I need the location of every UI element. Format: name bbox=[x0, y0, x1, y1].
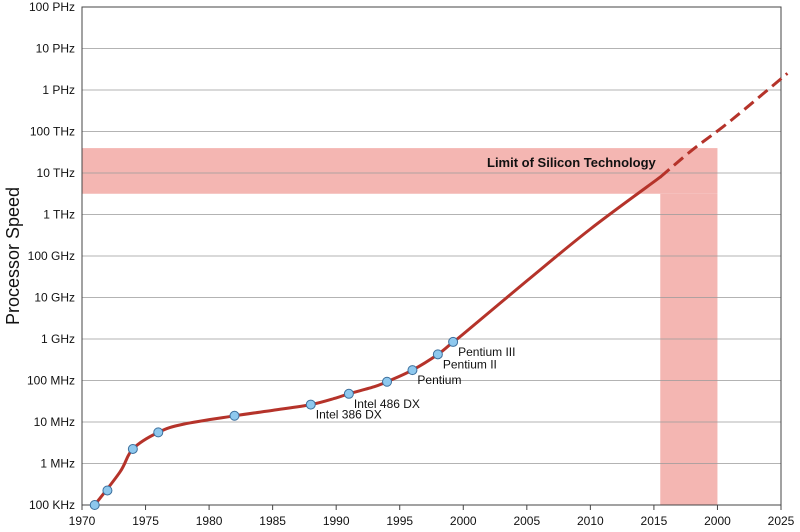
y-tick-label: 100 GHz bbox=[28, 249, 75, 263]
limit-band-layer bbox=[82, 148, 718, 505]
processor-label: Pentium bbox=[417, 373, 461, 387]
processor-marker bbox=[89, 500, 100, 510]
y-tick-label: 1 THz bbox=[43, 208, 75, 222]
x-tick-label: 1970 bbox=[69, 514, 96, 528]
x-tick-label: 1975 bbox=[132, 514, 159, 528]
y-tick-label: 10 THz bbox=[37, 166, 75, 180]
y-tick-label: 1 PHz bbox=[42, 83, 75, 97]
x-tick-label: 2015 bbox=[641, 514, 668, 528]
x-tick-label: 2010 bbox=[577, 514, 604, 528]
processor-marker bbox=[382, 376, 393, 387]
y-tick-labels: 100 KHz 1 MHz 10 MHz 100 MHz 1 GHz 10 GHz 100 … bbox=[27, 0, 75, 512]
processor-marker bbox=[127, 443, 138, 454]
processor-label: Pentium III bbox=[458, 345, 515, 359]
y-axis-title: Processor Speed bbox=[3, 187, 23, 325]
plot-frame bbox=[81, 6, 782, 506]
y-tick-label: 10 MHz bbox=[34, 415, 75, 429]
x-tick-label: 1985 bbox=[259, 514, 286, 528]
y-tick-label: 10 PHz bbox=[36, 42, 75, 56]
projection-dashed-line bbox=[659, 72, 789, 179]
y-tick-label: 1 MHz bbox=[40, 457, 75, 471]
limit-band-horizontal bbox=[82, 148, 718, 194]
x-tick-label: 2000 bbox=[704, 514, 731, 528]
y-tick-label: 100 THz bbox=[30, 125, 75, 139]
limit-band-label: Limit of Silicon Technology bbox=[487, 155, 657, 170]
processor-marker bbox=[229, 410, 240, 421]
limit-band-vertical bbox=[660, 193, 718, 505]
processor-marker bbox=[153, 427, 164, 438]
y-tick-label: 100 MHz bbox=[27, 374, 75, 388]
processor-marker bbox=[432, 349, 443, 360]
x-tick-label: 1990 bbox=[323, 514, 350, 528]
processor-label: Intel 486 DX bbox=[354, 397, 420, 411]
x-tick-label: 2005 bbox=[513, 514, 540, 528]
processor-label: Intel 386 DX bbox=[316, 408, 382, 422]
y-tick-label: 1 GHz bbox=[41, 332, 75, 346]
x-tick-labels: 1970 1975 1980 1985 1990 1995 2000 2005 2010 2015… bbox=[69, 514, 795, 528]
y-tick-label: 100 PHz bbox=[29, 0, 75, 14]
processor-marker bbox=[343, 388, 354, 399]
processor-marker bbox=[102, 485, 113, 496]
speed-trend-line bbox=[93, 175, 662, 507]
processor-marker bbox=[448, 336, 459, 347]
y-tick-label: 10 GHz bbox=[34, 291, 75, 305]
x-tick-label: 2025 bbox=[768, 514, 795, 528]
y-tick-label: 100 KHz bbox=[29, 498, 75, 512]
x-tick-label: 2000 bbox=[450, 514, 477, 528]
processor-marker bbox=[305, 399, 316, 410]
processor-label: Pentium II bbox=[443, 357, 497, 371]
x-tick-label: 1980 bbox=[196, 514, 223, 528]
x-tick-label: 1995 bbox=[386, 514, 413, 528]
processor-marker bbox=[407, 365, 418, 376]
